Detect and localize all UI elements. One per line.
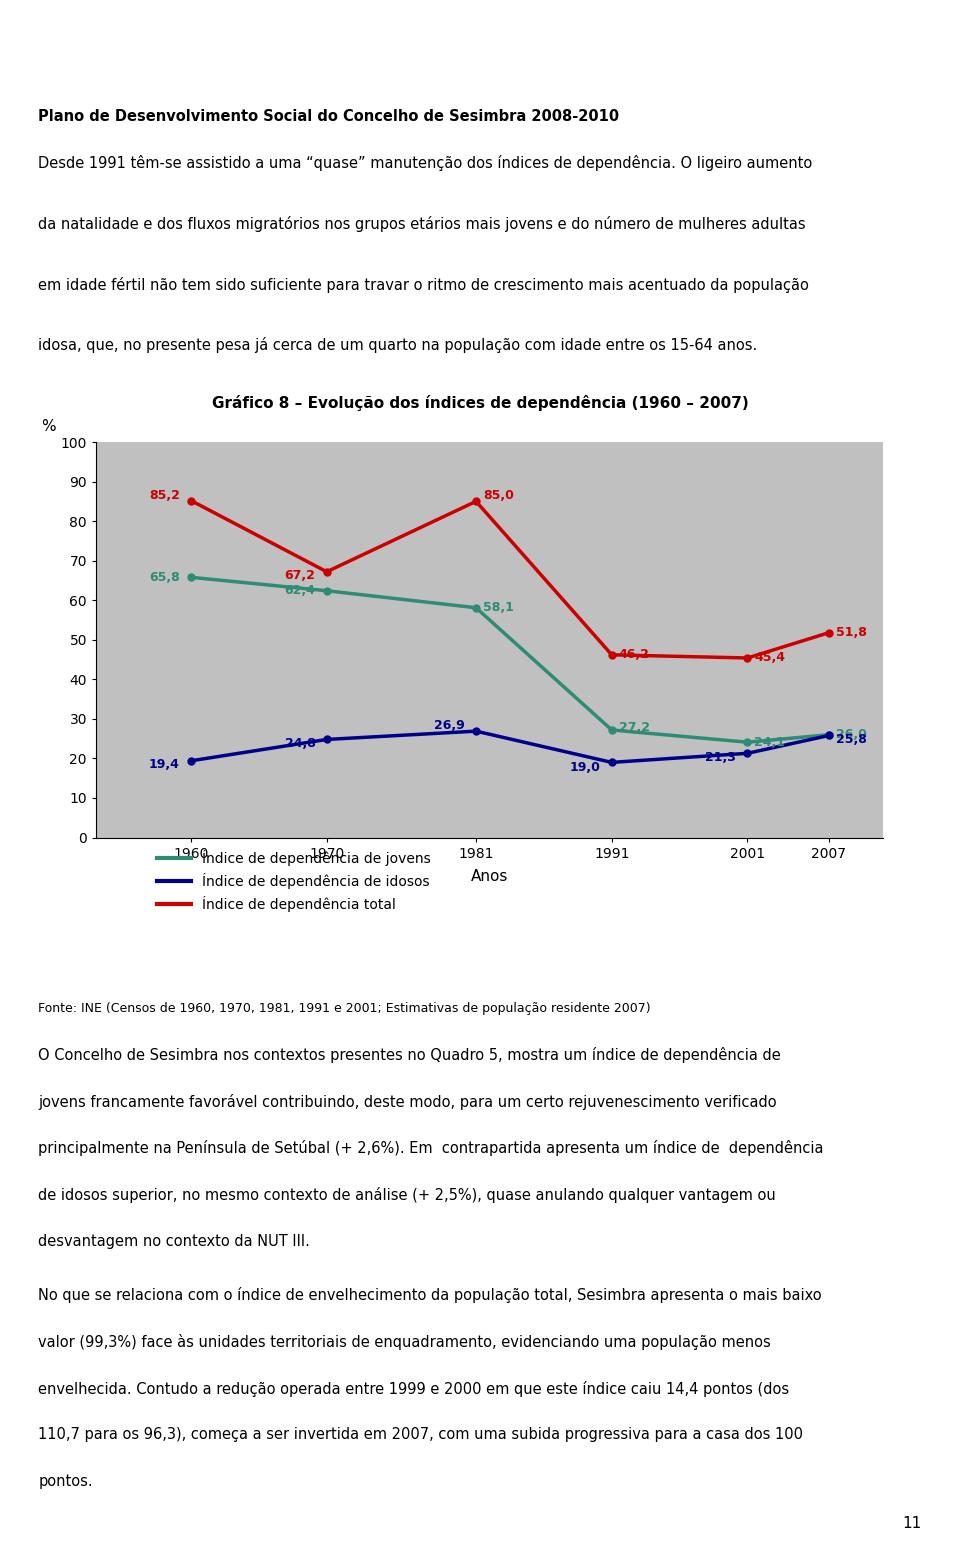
- Text: principalmente na Península de Setúbal (+ 2,6%). Em  contrapartida apresenta um : principalmente na Península de Setúbal (…: [38, 1140, 824, 1157]
- Text: 58,1: 58,1: [483, 602, 514, 614]
- Text: 110,7 para os 96,3), começa a ser invertida em 2007, com uma subida progressiva : 110,7 para os 96,3), começa a ser invert…: [38, 1427, 804, 1442]
- Text: 51,8: 51,8: [836, 627, 867, 639]
- Text: No que se relaciona com o índice de envelhecimento da população total, Sesimbra : No que se relaciona com o índice de enve…: [38, 1287, 822, 1303]
- Text: 26,9: 26,9: [434, 720, 465, 732]
- Text: 65,8: 65,8: [149, 571, 180, 583]
- Text: desvantagem no contexto da NUT III.: desvantagem no contexto da NUT III.: [38, 1233, 310, 1249]
- X-axis label: Anos: Anos: [471, 869, 508, 884]
- Text: em idade fértil não tem sido suficiente para travar o ritmo de crescimento mais : em idade fértil não tem sido suficiente …: [38, 276, 809, 293]
- Text: Desde 1991 têm-se assistido a uma “quase” manutenção dos índices de dependência.: Desde 1991 têm-se assistido a uma “quase…: [38, 155, 813, 171]
- Text: 21,3: 21,3: [706, 751, 736, 765]
- Text: 19,4: 19,4: [149, 758, 180, 771]
- Text: envelhecida. Contudo a redução operada entre 1999 e 2000 em que este índice caiu: envelhecida. Contudo a redução operada e…: [38, 1380, 789, 1397]
- Text: 24,1: 24,1: [755, 735, 785, 749]
- Text: 11: 11: [902, 1517, 922, 1531]
- Text: 19,0: 19,0: [570, 762, 601, 774]
- Text: Plano de Desenvolvimento Social do Concelho de Sesimbra 2008-2010: Plano de Desenvolvimento Social do Conce…: [38, 109, 619, 124]
- Text: 24,8: 24,8: [285, 737, 316, 751]
- Text: 45,4: 45,4: [755, 651, 785, 664]
- Text: 26,0: 26,0: [836, 729, 867, 741]
- Y-axis label: %: %: [41, 419, 56, 434]
- Text: 67,2: 67,2: [285, 569, 316, 583]
- Text: jovens francamente favorável contribuindo, deste modo, para um certo rejuvenesci: jovens francamente favorável contribuind…: [38, 1093, 777, 1109]
- Text: da natalidade e dos fluxos migratórios nos grupos etários mais jovens e do númer: da natalidade e dos fluxos migratórios n…: [38, 216, 806, 231]
- Text: de idosos superior, no mesmo contexto de análise (+ 2,5%), quase anulando qualqu: de idosos superior, no mesmo contexto de…: [38, 1187, 776, 1204]
- Text: 62,4: 62,4: [285, 585, 316, 597]
- Text: 46,2: 46,2: [618, 648, 650, 661]
- Text: Gráfico 8 – Evolução dos índices de dependência (1960 – 2007): Gráfico 8 – Evolução dos índices de depe…: [211, 396, 749, 411]
- Text: 27,2: 27,2: [618, 721, 650, 734]
- Text: pontos.: pontos.: [38, 1473, 93, 1489]
- Text: Fonte: INE (Censos de 1960, 1970, 1981, 1991 e 2001; Estimativas de população re: Fonte: INE (Censos de 1960, 1970, 1981, …: [38, 1002, 651, 1014]
- Text: 85,2: 85,2: [149, 489, 180, 501]
- Legend: Índice de dependência de jovens, Índice de dependência de idosos, Índice de depe: Índice de dependência de jovens, Índice …: [151, 844, 437, 918]
- Text: O Concelho de Sesimbra nos contextos presentes no Quadro 5, mostra um índice de : O Concelho de Sesimbra nos contextos pre…: [38, 1047, 781, 1062]
- Text: idosa, que, no presente pesa já cerca de um quarto na população com idade entre : idosa, que, no presente pesa já cerca de…: [38, 337, 757, 354]
- Text: valor (99,3%) face às unidades territoriais de enquadramento, evidenciando uma p: valor (99,3%) face às unidades territori…: [38, 1334, 771, 1349]
- Text: 25,8: 25,8: [836, 734, 867, 746]
- Text: 85,0: 85,0: [483, 489, 514, 503]
